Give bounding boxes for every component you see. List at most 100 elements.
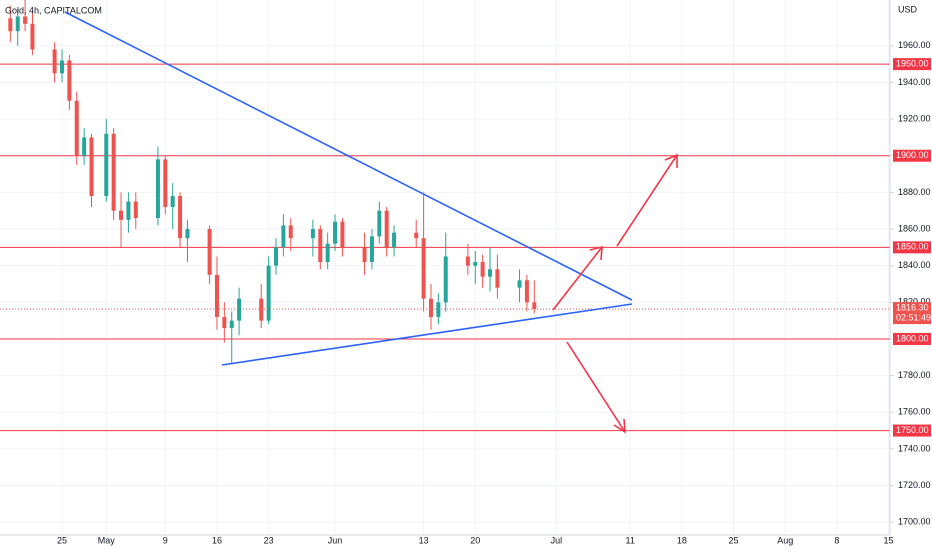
candle-body — [274, 247, 279, 266]
level-tag — [893, 424, 931, 437]
y-tick-label: 1920.00 — [898, 113, 931, 123]
y-tick-label: 1740.00 — [898, 443, 931, 453]
x-tick-label: 25 — [57, 535, 67, 545]
candle-body — [488, 269, 493, 277]
candle-body — [74, 100, 79, 156]
x-tick-label: Jul — [551, 535, 563, 545]
y-tick-label: 1960.00 — [898, 40, 931, 50]
candle-body — [52, 49, 57, 74]
candle-body — [104, 133, 109, 197]
candle-body — [318, 229, 323, 263]
x-tick-label: Aug — [777, 535, 793, 545]
candle-body — [259, 298, 264, 321]
candle-body — [369, 236, 374, 263]
currency: USD — [898, 4, 918, 14]
x-tick-label: 11 — [626, 535, 635, 545]
candle-body — [532, 302, 537, 310]
candle-body — [517, 280, 522, 288]
last-price-tag — [893, 302, 931, 325]
y-tick-label: 1860.00 — [898, 223, 931, 233]
y-tick-label: 1940.00 — [898, 77, 931, 87]
candle-body — [207, 229, 212, 275]
candles — [8, 0, 537, 363]
candle-body — [126, 201, 131, 220]
candle-body — [163, 159, 168, 208]
level-label: 1750.00 — [896, 425, 929, 435]
candle-body — [473, 262, 478, 266]
level-label: 1900.00 — [896, 150, 929, 160]
levels — [0, 63, 890, 432]
countdown: 02:51:49 — [896, 312, 931, 322]
y-tick-label: 1880.00 — [898, 187, 931, 197]
candle-body — [15, 16, 20, 32]
candle-body — [119, 210, 124, 220]
candle-body — [436, 302, 441, 317]
candle-body — [443, 256, 448, 303]
last-price-label: 1816.30 — [896, 302, 929, 312]
candle-body — [480, 262, 485, 277]
candle-body — [281, 225, 286, 248]
candle-body — [377, 210, 382, 237]
level-tag — [893, 149, 931, 162]
candle-body — [310, 229, 315, 239]
candle-body — [392, 232, 397, 248]
drawings — [64, 11, 678, 434]
candle-body — [340, 221, 345, 248]
level-label: 1950.00 — [896, 59, 929, 69]
level-label: 1800.00 — [896, 333, 929, 343]
candle-body — [185, 229, 190, 239]
arrow — [616, 153, 678, 247]
candle-body — [30, 23, 35, 50]
candle-body — [89, 137, 94, 197]
x-tick-label: 23 — [264, 535, 274, 545]
candle-body — [229, 320, 234, 328]
trend-line — [221, 303, 633, 366]
candle-body — [155, 159, 160, 219]
x-tick-label: 8 — [834, 535, 839, 545]
candle-body — [333, 221, 338, 244]
candle-body — [362, 247, 367, 263]
candle-body — [288, 225, 293, 239]
candle-body — [222, 316, 227, 328]
chart-title: Gold, 4h, CAPITALCOM — [5, 5, 102, 15]
arrow — [566, 341, 626, 434]
candle-body — [214, 274, 219, 317]
level-tag — [893, 58, 931, 71]
axis-labels: 1700.00 1720.00 1740.00 1760.00 1780.00 1800.… — [57, 40, 931, 545]
candle-body — [170, 196, 175, 208]
candle-body — [414, 232, 419, 239]
candle-body — [111, 133, 116, 211]
candle-body — [384, 210, 389, 248]
candle-body — [325, 243, 330, 263]
candle-body — [421, 238, 426, 299]
candle-body — [524, 280, 529, 303]
candle-body — [82, 137, 87, 156]
candle-body — [23, 16, 28, 24]
arrow — [552, 245, 603, 311]
x-tick-label: 20 — [470, 535, 480, 545]
x-tick-label: 16 — [212, 535, 222, 545]
candle-body — [495, 269, 500, 288]
y-tick-label: 1720.00 — [898, 480, 931, 490]
x-tick-label: 25 — [729, 535, 739, 545]
candle-body — [237, 298, 242, 321]
candle-body — [465, 256, 470, 266]
candle-body — [8, 18, 13, 32]
candle-body — [133, 201, 138, 219]
level-tag — [893, 332, 931, 345]
x-tick-label: May — [98, 535, 116, 545]
y-tick-label: 1780.00 — [898, 370, 931, 380]
x-tick-label: Jun — [328, 535, 343, 545]
candle-body — [67, 60, 72, 101]
x-tick-label: 9 — [163, 535, 168, 545]
x-tick-label: 18 — [677, 535, 687, 545]
y-tick-label: 1840.00 — [898, 260, 931, 270]
level-tag — [893, 241, 931, 254]
candle-body — [428, 298, 433, 317]
candle-body — [266, 265, 271, 321]
candle-body — [178, 196, 183, 239]
y-tick-label: 1820.00 — [898, 297, 931, 307]
level-label: 1850.00 — [896, 242, 929, 252]
y-tick-label: 1700.00 — [898, 517, 931, 527]
